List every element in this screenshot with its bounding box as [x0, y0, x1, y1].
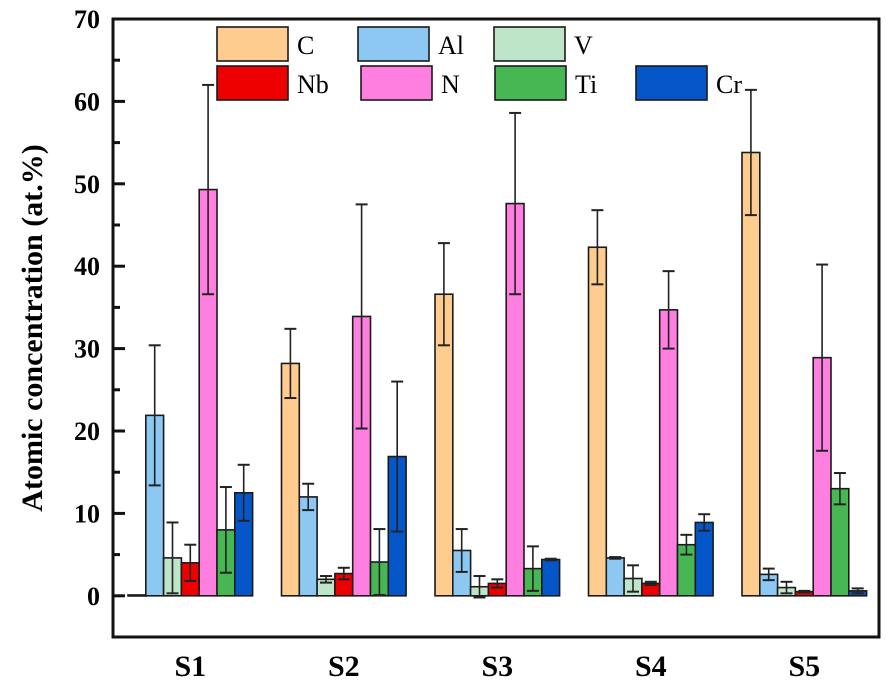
bar-c-s4 [587, 246, 608, 597]
legend-swatch-nb [216, 65, 289, 101]
bar-c-s1 [127, 594, 147, 597]
legend-item-nb: Nb [216, 65, 329, 101]
x-tick-label-s1: S1 [174, 650, 206, 683]
y-tick-label-0: 0 [87, 582, 100, 611]
legend-swatch-c [216, 26, 289, 62]
legend-swatch-cr [635, 65, 708, 101]
y-tick-label-50: 50 [74, 170, 100, 199]
bar-n-s4 [658, 309, 679, 597]
y-tick-label-70: 70 [74, 5, 100, 34]
legend-label-nb: Nb [297, 70, 329, 99]
legend-label-cr: Cr [716, 70, 742, 99]
legend-item-c: C [216, 26, 314, 62]
bar-cr-s4 [694, 521, 714, 597]
error-bars-layer [148, 83, 864, 599]
y-tick-label-60: 60 [74, 87, 100, 116]
legend-item-al: Al [357, 26, 464, 62]
bar-c-s5 [741, 151, 761, 597]
legend-item-v: V [493, 26, 593, 62]
legend-swatch-v [493, 26, 566, 62]
legend-label-n: N [441, 70, 460, 99]
legend-item-ti: Ti [494, 65, 597, 101]
axes-layer: S1 S2 S3 S4 S5 0 10 20 30 40 50 60 70 [74, 5, 881, 683]
y-tick-label-10: 10 [74, 499, 100, 528]
legend-swatch-al [357, 26, 430, 62]
bar-cr-s3 [540, 558, 561, 597]
legend-swatch-ti [494, 65, 567, 101]
bar-al-s2 [298, 496, 318, 597]
legend-swatch-n [360, 65, 433, 101]
x-tick-label-s5: S5 [788, 650, 820, 683]
bars-layer [127, 151, 868, 597]
legend-item-cr: Cr [635, 65, 742, 101]
bar-al-s4 [605, 557, 625, 597]
legend-label-ti: Ti [575, 70, 597, 99]
y-tick-label-20: 20 [74, 417, 100, 446]
x-tick-label-s4: S4 [635, 650, 667, 683]
y-axis-title: Atomic concentration (at.%) [16, 144, 49, 511]
legend-item-n: N [360, 65, 460, 101]
y-tick-label-30: 30 [74, 335, 100, 364]
y-tick-label-40: 40 [74, 252, 100, 281]
x-tick-label-s2: S2 [328, 650, 360, 683]
legend-label-al: Al [438, 31, 464, 60]
legend-label-v: V [574, 31, 593, 60]
x-tick-label-s3: S3 [481, 650, 513, 683]
plot-frame [111, 17, 881, 639]
legend: C Al V Nb N Ti Cr [216, 26, 742, 101]
legend-label-c: C [297, 31, 314, 60]
